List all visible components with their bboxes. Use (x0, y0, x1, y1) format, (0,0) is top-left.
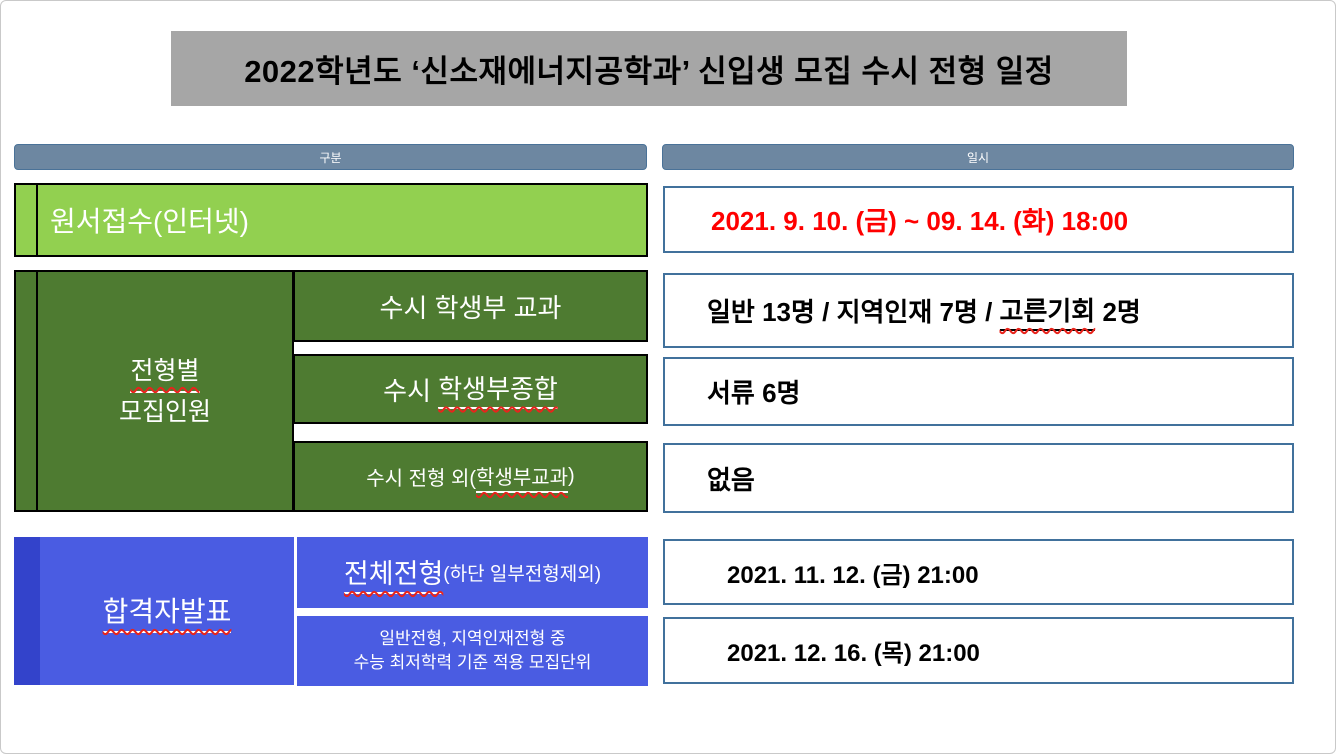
value-announce-all-text: 2021. 11. 12. (금) 21:00 (727, 561, 979, 589)
group-quota-label-line1: 전형별 (130, 352, 200, 393)
group-quota-label-line2: 모집인원 (118, 397, 211, 426)
group-announcement-strip (14, 537, 40, 685)
subrow-susi-gyogwa: 수시 학생부 교과 (293, 270, 648, 342)
value-quota-jonghap: 서류 6명 (663, 357, 1294, 426)
subrow-susi-gyogwa-label: 수시 학생부 교과 (379, 292, 562, 323)
column-header-datetime-label: 일시 (966, 150, 990, 165)
subrow-susi-other-marked: 학생부교과 (476, 461, 569, 493)
subrow-susi-jonghap-marked: 학생부종합 (438, 369, 558, 409)
page-title-text: 2022학년도 ‘신소재에너지공학과’ 신입생 모집 수시 전형 일정 (244, 54, 1054, 89)
value-quota-other-text: 없음 (707, 464, 755, 495)
subrow-announce-all: 전체전형 (하단 일부전형제외) (297, 537, 648, 608)
subrow-susi-jonghap: 수시 학생부종합 (293, 354, 648, 424)
column-header-datetime: 일시 (662, 144, 1294, 170)
group-announcement-label-text: 합격자발표 (102, 590, 232, 633)
group-announcement: 합격자발표 (14, 537, 294, 685)
subrow-announce-all-marked: 전체전형 (343, 552, 444, 594)
value-quota-gyogwa-suffix: 2명 (1095, 297, 1141, 327)
value-announce-csat: 2021. 12. 16. (목) 21:00 (663, 617, 1294, 684)
subrow-susi-other: 수시 전형 외(학생부교과) (293, 441, 648, 512)
row-application-label: 원서접수(인터넷) (50, 206, 249, 237)
value-quota-gyogwa-prefix: 일반 13명 / 지역인재 7명 / (707, 297, 1000, 327)
subrow-susi-other-suffix: ) (568, 465, 575, 487)
value-quota-other: 없음 (663, 443, 1294, 513)
subrow-announce-all-suffix: (하단 일부전형제외) (443, 564, 602, 585)
subrow-announce-csat-line1: 일반전형, 지역인재전형 중 (379, 629, 566, 648)
group-quota-strip (16, 272, 38, 510)
subrow-susi-jonghap-prefix: 수시 (383, 375, 439, 406)
value-announce-all: 2021. 11. 12. (금) 21:00 (663, 539, 1294, 605)
subrow-susi-other-prefix: 수시 전형 외( (366, 468, 477, 490)
subrow-announce-csat: 일반전형, 지역인재전형 중 수능 최저학력 기준 적용 모집단위 (297, 616, 648, 686)
subrow-announce-csat-line2: 수능 최저학력 기준 적용 모집단위 (353, 653, 592, 672)
application-period-text: 2021. 9. 10. (금) ~ 09. 14. (화) 18:00 (711, 206, 1129, 236)
value-quota-jonghap-text: 서류 6명 (707, 378, 801, 408)
value-quota-gyogwa-marked: 고른기회 (999, 291, 1096, 331)
row-application-value: 2021. 9. 10. (금) ~ 09. 14. (화) 18:00 (663, 186, 1294, 253)
column-header-category-label: 구분 (319, 150, 342, 165)
row-application: 원서접수(인터넷) (14, 183, 648, 257)
value-quota-gyogwa: 일반 13명 / 지역인재 7명 / 고른기회 2명 (663, 273, 1294, 348)
group-announcement-label: 합격자발표 (40, 537, 294, 685)
row-application-strip (16, 185, 38, 255)
page-title: 2022학년도 ‘신소재에너지공학과’ 신입생 모집 수시 전형 일정 (171, 31, 1127, 106)
value-announce-csat-text: 2021. 12. 16. (목) 21:00 (727, 640, 980, 667)
column-header-category: 구분 (14, 144, 647, 170)
group-quota: 전형별 모집인원 (14, 270, 294, 512)
group-quota-label: 전형별 모집인원 (38, 272, 292, 510)
